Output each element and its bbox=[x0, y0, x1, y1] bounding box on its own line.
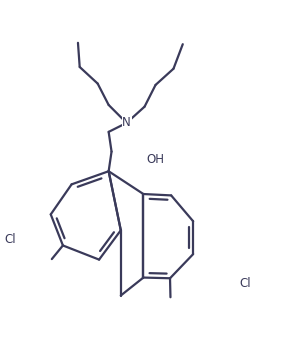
Text: Cl: Cl bbox=[4, 233, 16, 246]
Text: Cl: Cl bbox=[239, 277, 251, 290]
Text: N: N bbox=[122, 117, 131, 129]
Text: OH: OH bbox=[146, 153, 164, 166]
